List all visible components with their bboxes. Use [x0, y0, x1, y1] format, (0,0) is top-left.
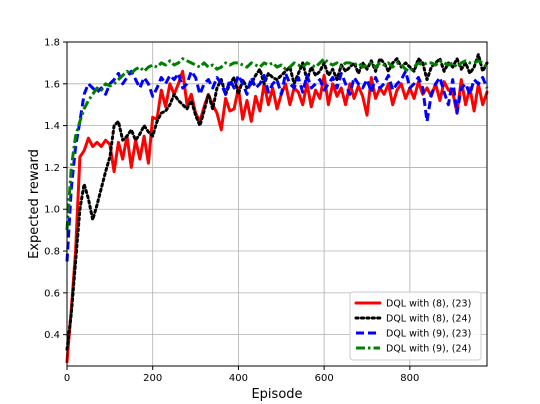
x-tick-label: 400	[229, 373, 248, 384]
legend-label: DQL with (9), (24)	[386, 344, 471, 355]
y-tick-label: 1.4	[44, 121, 60, 132]
legend-box	[349, 291, 482, 361]
y-tick-label: 1.0	[44, 205, 60, 216]
legend: DQL with (8), (23) DQL with (8), (24) DQL …	[349, 291, 482, 361]
y-tick-label: 0.6	[44, 288, 60, 299]
y-axis-title: Expected reward	[27, 149, 42, 259]
legend-label: DQL with (9), (23)	[386, 329, 471, 340]
axis-ticks: 0 200 400 600 800 0.4 0.6 0.8 1.0 1.2 1.4 1.6 1.8	[44, 38, 419, 385]
plot-area-frame	[66, 41, 488, 367]
y-tick-label: 0.8	[44, 247, 60, 258]
series-line-4	[65, 57, 489, 231]
series-line-1	[65, 69, 489, 364]
x-axis-title: Episode	[251, 387, 302, 402]
legend-label: DQL with (8), (24)	[386, 314, 471, 325]
x-tick-label: 600	[315, 373, 334, 384]
y-tick-label: 0.4	[44, 330, 60, 341]
x-tick-label: 0	[64, 373, 70, 384]
legend-label: DQL with (8), (23)	[386, 299, 471, 310]
series-lines	[65, 53, 489, 364]
y-tick-label: 1.2	[44, 163, 60, 174]
x-tick-label: 200	[143, 373, 162, 384]
y-tick-label: 1.6	[44, 79, 60, 90]
x-tick-label: 800	[400, 373, 419, 384]
y-tick-label: 1.8	[44, 38, 60, 49]
series-line-3	[65, 69, 489, 262]
